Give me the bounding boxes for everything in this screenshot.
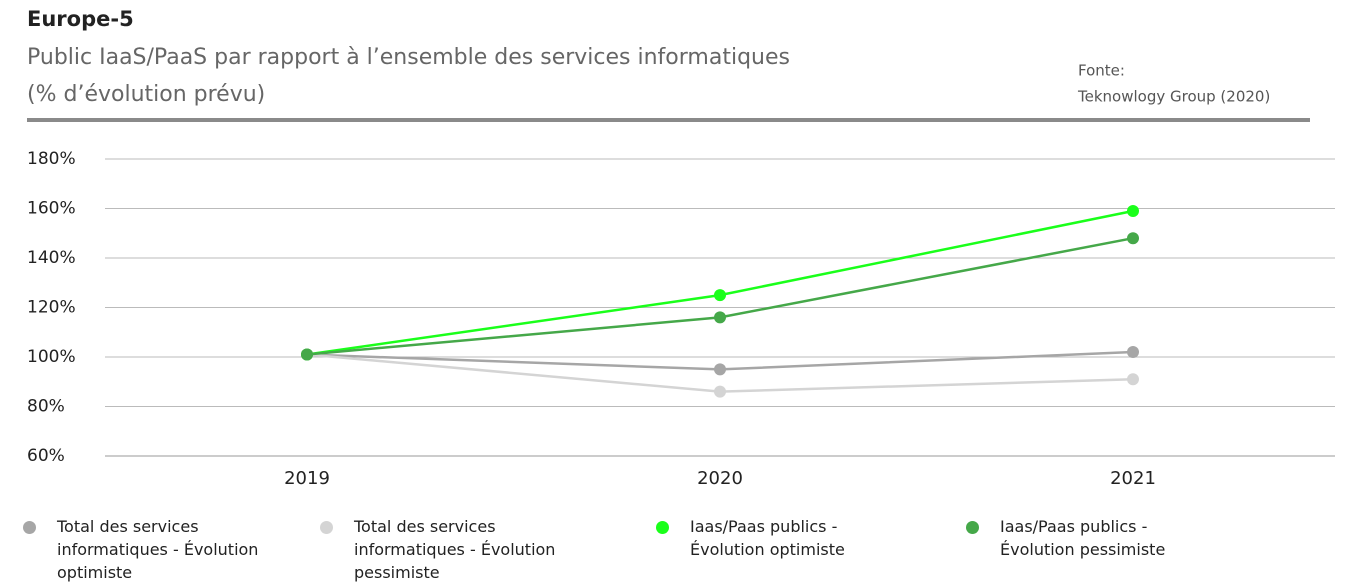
y-tick-label: 140% <box>27 248 76 268</box>
source: Teknowlogy Group (2020) <box>1077 88 1270 106</box>
subtitle: Public IaaS/PaaS par rapport à l’ensembl… <box>27 45 790 70</box>
x-tick-label: 2019 <box>284 468 330 489</box>
subtitle: (% d’évolution prévu) <box>27 82 265 107</box>
point <box>714 385 726 398</box>
point <box>301 348 313 361</box>
legend-item: Iaas/Paas publics - Évolution optimiste <box>656 515 890 561</box>
y-tick-label: 60% <box>27 446 65 466</box>
legend-label: Iaas/Paas publics - Évolution optimiste <box>690 517 845 559</box>
series-line <box>306 209 1134 356</box>
point <box>1127 232 1139 245</box>
y-tick-label: 80% <box>27 397 65 417</box>
y-tick-label: 100% <box>27 347 76 367</box>
point <box>714 363 726 376</box>
point <box>714 289 726 302</box>
point <box>1127 373 1139 386</box>
legend-item: Total des services informatiques - Évolu… <box>23 515 297 584</box>
point <box>1127 204 1139 217</box>
chart-title: Europe-5 <box>27 7 134 31</box>
legend-label: Iaas/Paas publics - Évolution pessimiste <box>1000 517 1166 559</box>
y-tick-label: 120% <box>27 298 76 318</box>
source: Fonte: <box>1078 62 1125 80</box>
point <box>714 311 726 324</box>
legend-swatch <box>966 521 979 534</box>
y-tick-label: 180% <box>27 149 76 169</box>
x-tick-label: 2020 <box>697 468 743 489</box>
legend-swatch <box>320 521 333 534</box>
legend-label: Total des services informatiques - Évolu… <box>354 517 556 582</box>
legend-swatch <box>656 521 669 534</box>
legend-item: Iaas/Paas publics - Évolution pessimiste <box>966 515 1210 561</box>
y-tick-label: 160% <box>27 199 76 219</box>
legend-label: Total des services informatiques - Évolu… <box>57 517 259 582</box>
point <box>1127 346 1139 359</box>
legend-item: Total des services informatiques - Évolu… <box>320 515 594 584</box>
x-tick-label: 2021 <box>1110 468 1156 489</box>
legend-swatch <box>23 521 36 534</box>
